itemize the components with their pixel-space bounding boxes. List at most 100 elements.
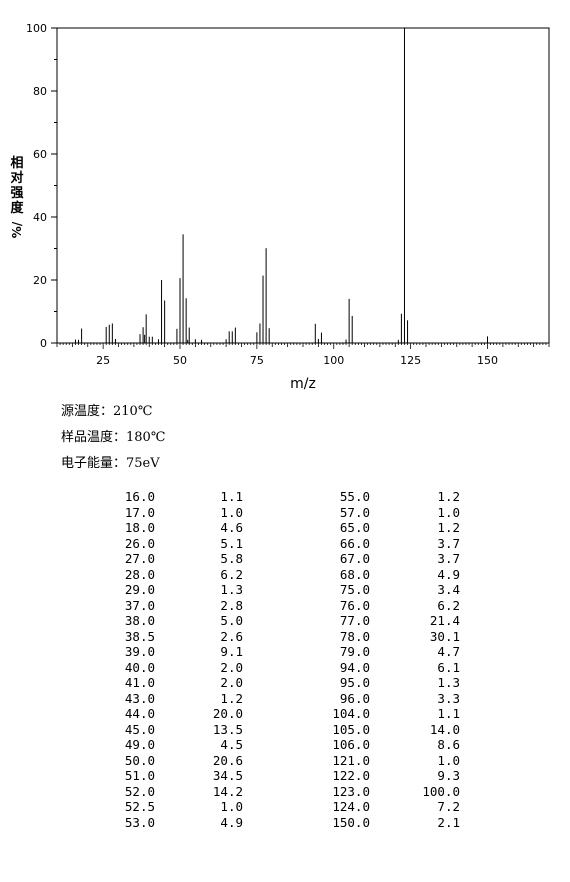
intensity-cell: 1.2 bbox=[437, 520, 460, 535]
intensity-cell: 4.9 bbox=[220, 814, 243, 830]
mz-cell: 49.0 bbox=[124, 737, 155, 752]
intensity-cell: 4.7 bbox=[437, 644, 460, 659]
y-axis-label-char: 度 bbox=[10, 200, 24, 216]
intensity-cell: 1.0 bbox=[437, 752, 460, 768]
mz-cell: 45.0 bbox=[124, 721, 155, 737]
intensity-cell: 8.6 bbox=[437, 737, 460, 752]
intensity-cell: 13.5 bbox=[212, 721, 243, 737]
intensity-cell: 1.0 bbox=[220, 504, 243, 520]
y-axis-label-char: 相 bbox=[10, 155, 23, 171]
intensity-cell: 1.3 bbox=[220, 582, 243, 597]
table-row: 26.0 5.1 66.0 3.7 bbox=[115, 536, 475, 552]
mz-cell: 29.0 bbox=[124, 582, 155, 597]
mz-cell: 38.5 bbox=[124, 628, 155, 644]
mz-cell: 39.0 bbox=[124, 644, 155, 659]
intensity-cell: 34.5 bbox=[212, 768, 243, 783]
mz-cell: 43.0 bbox=[124, 690, 155, 706]
intensity-cell: 1.1 bbox=[220, 489, 243, 504]
intensity-cell: 2.0 bbox=[220, 659, 243, 675]
intensity-cell: 5.0 bbox=[220, 613, 243, 628]
mz-cell: 52.5 bbox=[124, 799, 155, 814]
intensity-cell: 3.7 bbox=[437, 535, 460, 551]
mz-cell: 37.0 bbox=[124, 597, 155, 613]
y-axis-unit: %/ bbox=[10, 221, 24, 238]
mz-cell: 124.0 bbox=[332, 799, 370, 814]
table-row: 52.0 14.2 123.0 100.0 bbox=[115, 784, 475, 800]
mz-cell: 27.0 bbox=[124, 551, 155, 566]
y-tick-label: 80 bbox=[33, 85, 47, 98]
intensity-cell: 3.4 bbox=[437, 582, 460, 597]
mz-cell: 75.0 bbox=[339, 582, 370, 597]
mz-cell: 53.0 bbox=[124, 814, 155, 830]
mz-cell: 122.0 bbox=[332, 768, 370, 783]
mz-cell: 38.0 bbox=[124, 613, 155, 628]
intensity-cell: 20.6 bbox=[212, 752, 243, 768]
table-row: 44.0 20.0 104.0 1.1 bbox=[115, 706, 475, 722]
table-row: 16.0 1.1 55.0 1.2 bbox=[115, 489, 475, 505]
mz-cell: 79.0 bbox=[339, 644, 370, 659]
mz-cell: 150.0 bbox=[332, 814, 370, 830]
mz-cell: 52.0 bbox=[124, 783, 155, 799]
table-row: 51.0 34.5 122.0 9.3 bbox=[115, 768, 475, 784]
mz-cell: 51.0 bbox=[124, 768, 155, 783]
intensity-cell: 9.3 bbox=[437, 768, 460, 783]
mz-cell: 68.0 bbox=[339, 566, 370, 582]
table-row: 38.0 5.0 77.0 21.4 bbox=[115, 613, 475, 629]
x-tick-label: 50 bbox=[173, 354, 187, 367]
table-row: 29.0 1.3 75.0 3.4 bbox=[115, 582, 475, 598]
intensity-cell: 100.0 bbox=[422, 783, 460, 799]
table-row: 18.0 4.6 65.0 1.2 bbox=[115, 520, 475, 536]
intensity-cell: 1.3 bbox=[437, 675, 460, 690]
x-tick-label: 100 bbox=[323, 354, 344, 367]
table-row: 27.0 5.8 67.0 3.7 bbox=[115, 551, 475, 567]
intensity-cell: 4.5 bbox=[220, 737, 243, 752]
mz-cell: 57.0 bbox=[339, 504, 370, 520]
intensity-cell: 14.2 bbox=[212, 783, 243, 799]
y-tick-label: 40 bbox=[33, 211, 47, 224]
intensity-cell: 5.8 bbox=[220, 551, 243, 566]
intensity-cell: 2.8 bbox=[220, 597, 243, 613]
mz-cell: 121.0 bbox=[332, 752, 370, 768]
intensity-cell: 20.0 bbox=[212, 706, 243, 721]
mz-cell: 96.0 bbox=[339, 690, 370, 706]
intensity-cell: 9.1 bbox=[220, 644, 243, 659]
mz-cell: 94.0 bbox=[339, 659, 370, 675]
mz-cell: 123.0 bbox=[332, 783, 370, 799]
intensity-cell: 30.1 bbox=[429, 628, 460, 644]
mz-cell: 16.0 bbox=[124, 489, 155, 504]
intensity-cell: 4.6 bbox=[220, 520, 243, 535]
y-tick-label: 60 bbox=[33, 148, 47, 161]
x-tick-label: 25 bbox=[96, 354, 110, 367]
mz-cell: 105.0 bbox=[332, 721, 370, 737]
intensity-cell: 5.1 bbox=[220, 535, 243, 551]
intensity-cell: 6.2 bbox=[437, 597, 460, 613]
table-row: 37.0 2.8 76.0 6.2 bbox=[115, 598, 475, 614]
table-row: 45.0 13.5 105.0 14.0 bbox=[115, 722, 475, 738]
mz-cell: 76.0 bbox=[339, 597, 370, 613]
source-temperature-label: 源温度：210℃ bbox=[61, 404, 153, 419]
mz-cell: 41.0 bbox=[124, 675, 155, 690]
mz-cell: 104.0 bbox=[332, 706, 370, 721]
mz-cell: 78.0 bbox=[339, 628, 370, 644]
sample-temperature-label: 样品温度：180℃ bbox=[61, 430, 166, 445]
x-tick-label: 125 bbox=[400, 354, 421, 367]
table-row: 38.5 2.6 78.0 30.1 bbox=[115, 629, 475, 645]
intensity-cell: 1.1 bbox=[437, 706, 460, 721]
table-row: 53.0 4.9 150.0 2.1 bbox=[115, 815, 475, 831]
mz-cell: 67.0 bbox=[339, 551, 370, 566]
mz-cell: 18.0 bbox=[124, 520, 155, 535]
table-row: 28.0 6.2 68.0 4.9 bbox=[115, 567, 475, 583]
intensity-cell: 1.2 bbox=[220, 690, 243, 706]
x-tick-label: 75 bbox=[250, 354, 264, 367]
table-row: 43.0 1.2 96.0 3.3 bbox=[115, 691, 475, 707]
x-tick-label: 150 bbox=[477, 354, 498, 367]
mz-cell: 28.0 bbox=[124, 566, 155, 582]
electron-energy-label: 电子能量：75eV bbox=[61, 456, 160, 471]
intensity-cell: 4.9 bbox=[437, 566, 460, 582]
y-axis-label-char: 对 bbox=[10, 170, 23, 186]
table-row: 17.0 1.0 57.0 1.0 bbox=[115, 505, 475, 521]
mz-cell: 106.0 bbox=[332, 737, 370, 752]
table-row: 52.5 1.0 124.0 7.2 bbox=[115, 799, 475, 815]
table-row: 41.0 2.0 95.0 1.3 bbox=[115, 675, 475, 691]
intensity-cell: 1.2 bbox=[437, 489, 460, 504]
